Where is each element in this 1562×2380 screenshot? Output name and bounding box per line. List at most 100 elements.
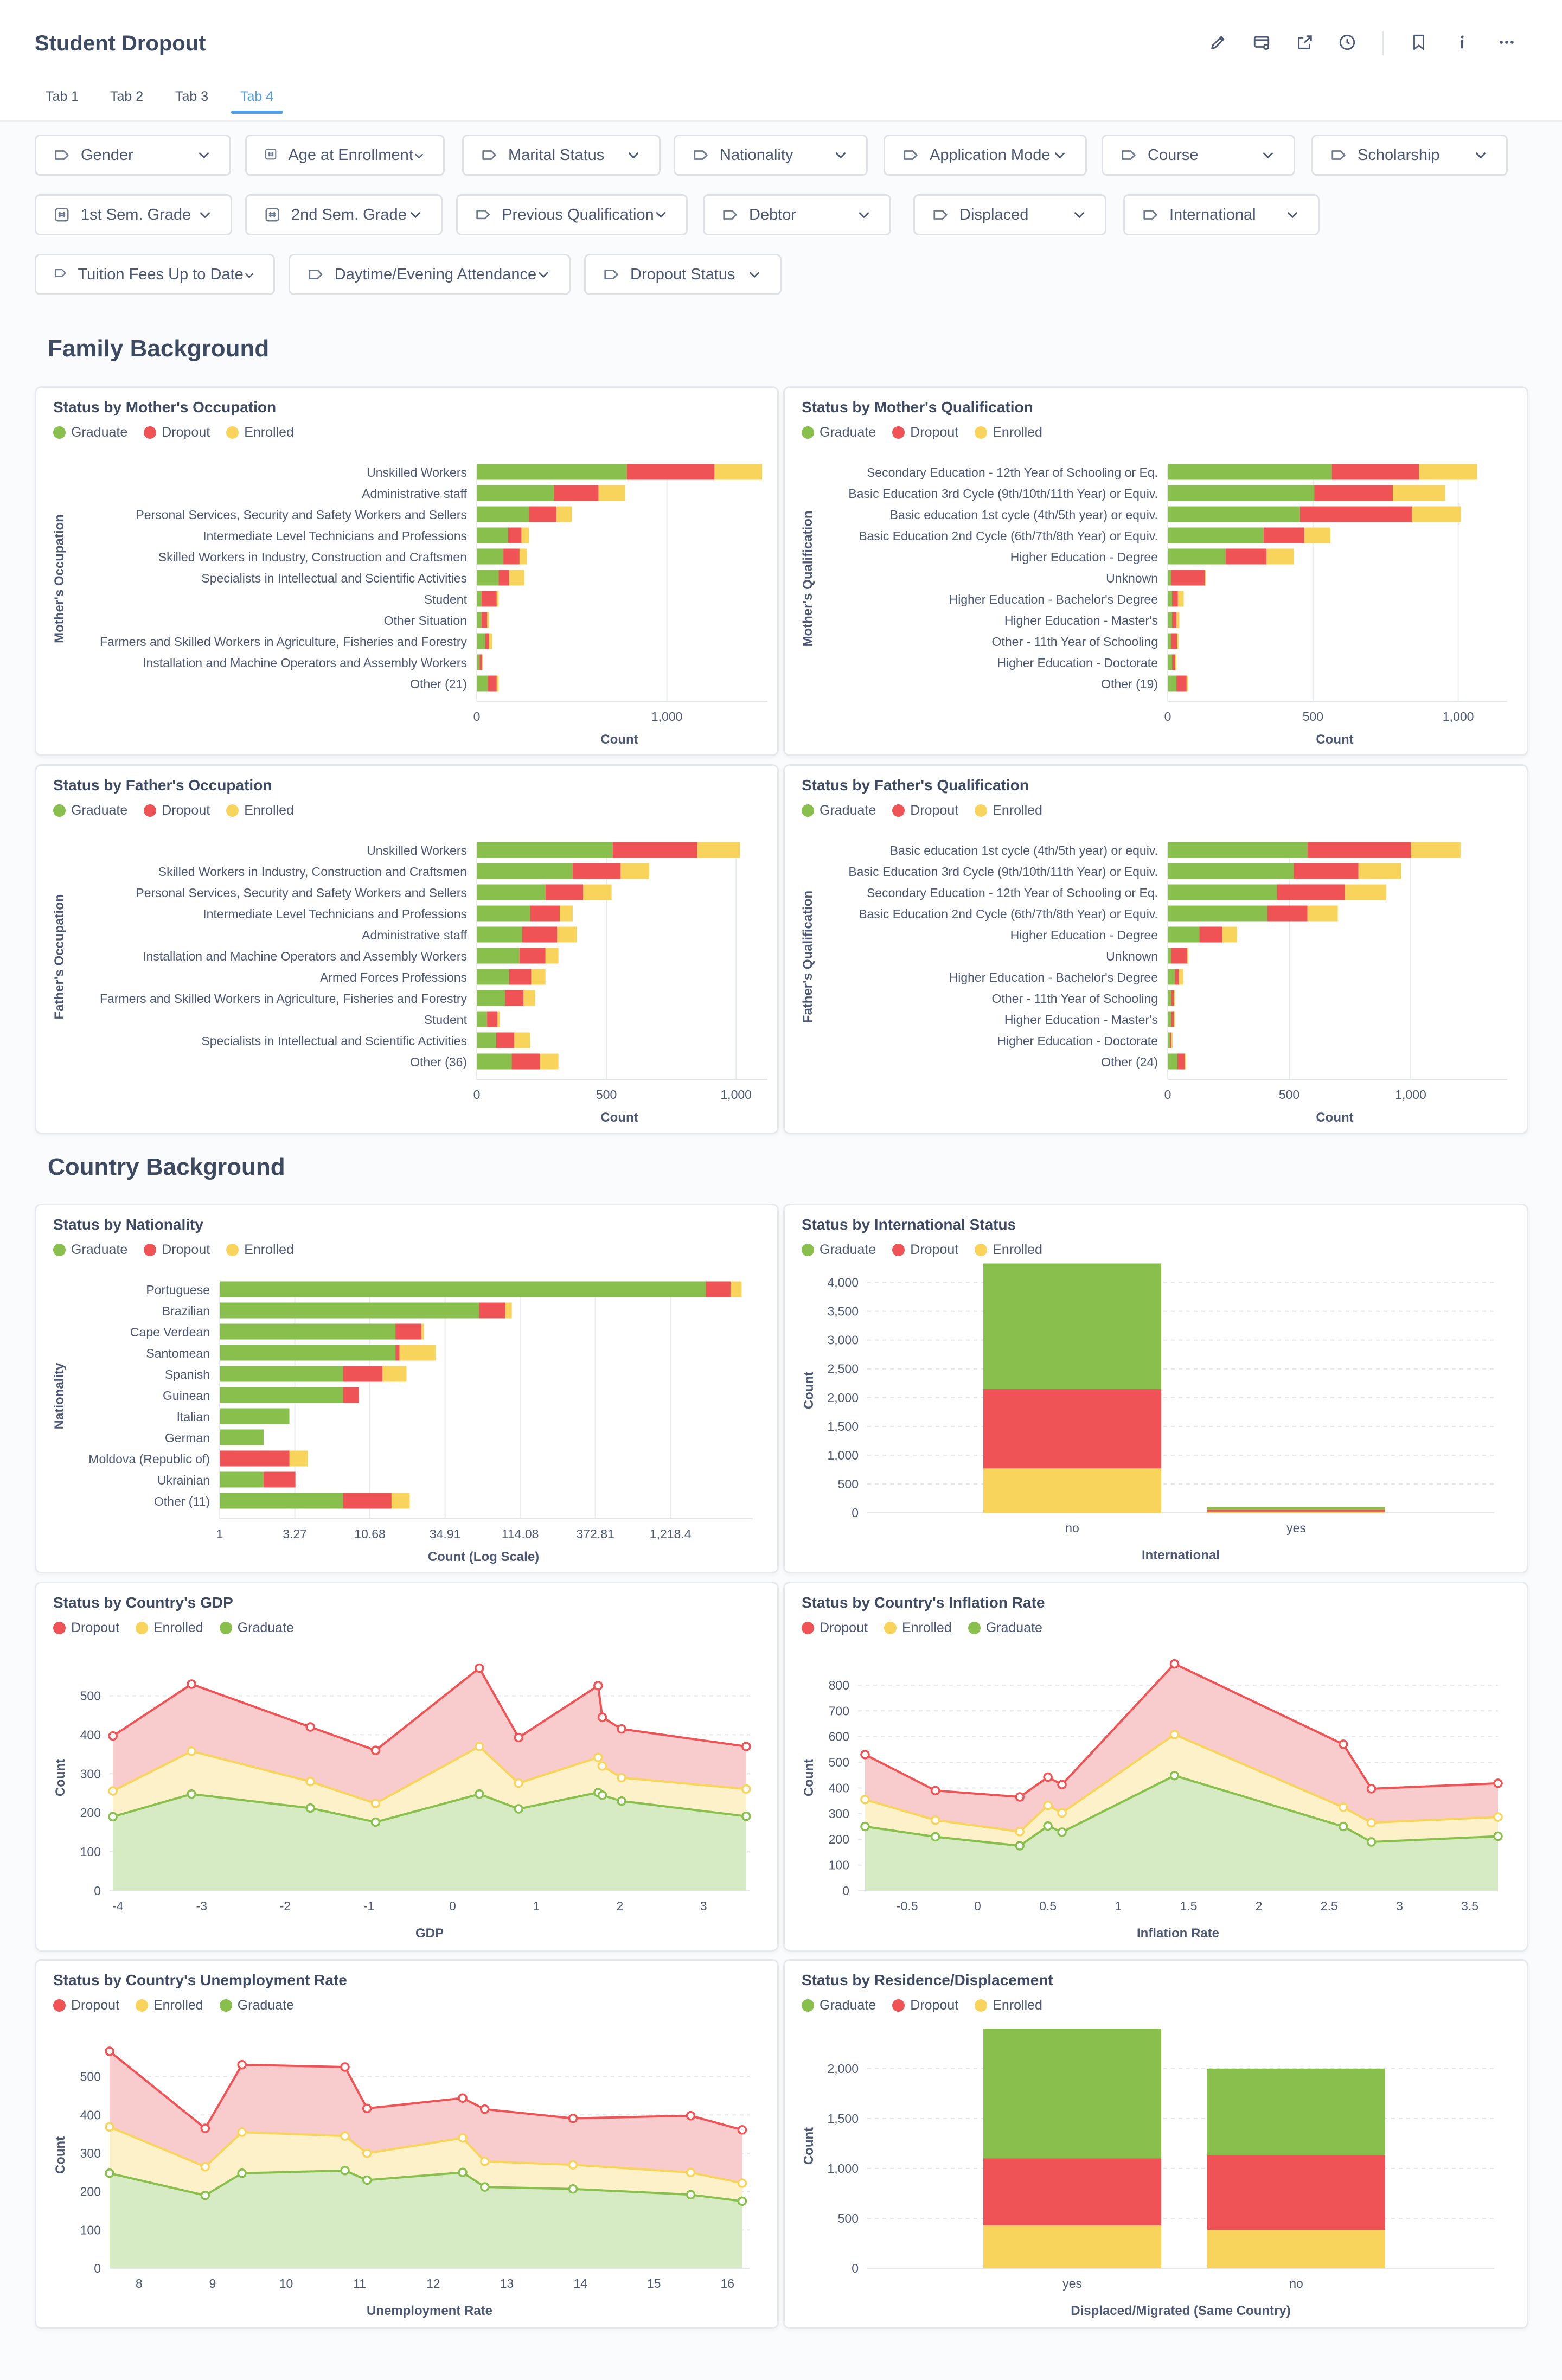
bar-enrolled[interactable] <box>1171 1032 1173 1048</box>
legend-item-enrolled[interactable]: Enrolled <box>975 1998 1042 2013</box>
bar-dropout[interactable] <box>1172 612 1177 628</box>
bar-enrolled[interactable] <box>497 1011 501 1027</box>
bar-enrolled[interactable] <box>1393 485 1445 501</box>
bar-graduate[interactable] <box>220 1387 343 1403</box>
point-graduate[interactable] <box>597 1790 607 1800</box>
bar-enrolled[interactable] <box>1174 990 1175 1006</box>
more-icon[interactable] <box>1491 27 1522 57</box>
point-dropout[interactable] <box>187 1679 196 1689</box>
bar-graduate[interactable] <box>477 905 530 922</box>
point-enrolled[interactable] <box>860 1795 870 1805</box>
bar-graduate[interactable] <box>477 863 573 879</box>
tab-3[interactable]: Tab 3 <box>175 89 209 104</box>
line-enrolled[interactable] <box>109 2126 742 2185</box>
bar-enrolled[interactable] <box>482 654 483 670</box>
point-enrolled[interactable] <box>1366 1818 1377 1828</box>
legend-item-dropout[interactable]: Dropout <box>144 803 210 818</box>
bar-enrolled[interactable] <box>521 527 529 543</box>
bar-enrolled[interactable] <box>531 969 546 985</box>
bar-graduate[interactable] <box>1168 863 1294 879</box>
point-dropout[interactable] <box>686 2110 696 2121</box>
legend-item-enrolled[interactable]: Enrolled <box>226 425 294 440</box>
chart-title[interactable]: Status by Residence/Displacement <box>802 1972 1053 1988</box>
area-enrolled[interactable] <box>110 2127 742 2202</box>
bar-dropout[interactable] <box>508 527 522 543</box>
bar-enrolled[interactable] <box>496 675 499 692</box>
tab-2[interactable]: Tab 2 <box>110 89 144 104</box>
bar-dropout[interactable] <box>503 548 520 565</box>
point-enrolled[interactable] <box>568 2160 578 2170</box>
bar-dropout[interactable] <box>1226 548 1267 565</box>
line-graduate[interactable] <box>109 2169 742 2203</box>
point-enrolled[interactable] <box>514 1778 524 1788</box>
filter-dropout-status[interactable]: Dropout Status <box>584 254 782 295</box>
bar-graduate[interactable] <box>1168 633 1172 649</box>
point-dropout[interactable] <box>479 2104 490 2114</box>
legend-item-enrolled[interactable]: Enrolled <box>975 1242 1042 1258</box>
bar-enrolled[interactable] <box>697 842 740 858</box>
bar-dropout[interactable] <box>983 2158 1161 2225</box>
point-enrolled[interactable] <box>105 2122 114 2132</box>
bar-graduate[interactable] <box>477 570 499 586</box>
point-enrolled[interactable] <box>1057 1808 1067 1818</box>
bar-dropout[interactable] <box>1299 506 1412 522</box>
point-graduate[interactable] <box>617 1796 626 1806</box>
point-dropout[interactable] <box>108 1731 118 1741</box>
chart-title[interactable]: Status by International Status <box>802 1216 1016 1233</box>
bar-graduate[interactable] <box>477 969 509 985</box>
bar-enrolled[interactable] <box>523 990 535 1006</box>
point-dropout[interactable] <box>1043 1772 1053 1782</box>
bar-enrolled[interactable] <box>983 1468 1161 1513</box>
bar-graduate[interactable] <box>220 1429 264 1445</box>
bar-dropout[interactable] <box>481 612 488 628</box>
point-enrolled[interactable] <box>1338 1802 1348 1812</box>
point-enrolled[interactable] <box>1493 1812 1503 1822</box>
bar-dropout[interactable] <box>485 633 489 649</box>
point-graduate[interactable] <box>200 2190 210 2200</box>
point-enrolled[interactable] <box>1015 1827 1025 1837</box>
bar-dropout[interactable] <box>511 1053 541 1070</box>
tab-4[interactable]: Tab 4 <box>240 89 274 104</box>
bar-enrolled[interactable] <box>545 948 559 964</box>
bar-enrolled[interactable] <box>1411 506 1462 522</box>
filter-previous-qualification[interactable]: Previous Qualification <box>456 194 688 235</box>
bar-graduate[interactable] <box>220 1281 707 1297</box>
bar-graduate[interactable] <box>1168 548 1226 565</box>
bar-dropout[interactable] <box>220 1450 290 1467</box>
point-graduate[interactable] <box>475 1789 484 1799</box>
bar-enrolled[interactable] <box>514 1032 530 1048</box>
point-dropout[interactable] <box>930 1786 940 1795</box>
point-enrolled[interactable] <box>340 2131 350 2141</box>
point-dropout[interactable] <box>593 1681 603 1691</box>
bar-graduate[interactable] <box>1168 675 1177 692</box>
point-enrolled[interactable] <box>305 1776 315 1787</box>
point-dropout[interactable] <box>860 1750 870 1760</box>
bar-dropout[interactable] <box>496 1032 515 1048</box>
area-enrolled[interactable] <box>865 1734 1498 1846</box>
point-enrolled[interactable] <box>741 1784 751 1794</box>
point-graduate[interactable] <box>737 2196 747 2206</box>
point-graduate[interactable] <box>340 2166 350 2176</box>
filter-gender[interactable]: Gender <box>35 135 231 176</box>
point-graduate[interactable] <box>1057 1827 1067 1837</box>
bar-dropout[interactable] <box>1171 1011 1174 1027</box>
bar-dropout[interactable] <box>1171 633 1177 649</box>
bar-graduate[interactable] <box>220 1345 396 1361</box>
bar-dropout[interactable] <box>1267 905 1308 922</box>
point-dropout[interactable] <box>305 1722 315 1732</box>
bar-dropout[interactable] <box>487 1011 498 1027</box>
point-enrolled[interactable] <box>187 1746 196 1756</box>
bar-dropout[interactable] <box>1171 570 1205 586</box>
bar-graduate[interactable] <box>1168 990 1172 1006</box>
bar-dropout[interactable] <box>1172 591 1178 607</box>
legend-item-graduate[interactable]: Graduate <box>53 803 127 818</box>
point-dropout[interactable] <box>737 2125 747 2135</box>
chart-title[interactable]: Status by Father's Qualification <box>802 777 1029 794</box>
point-graduate[interactable] <box>741 1811 751 1821</box>
point-graduate[interactable] <box>108 1812 118 1822</box>
legend-item-enrolled[interactable]: Enrolled <box>884 1620 952 1636</box>
point-graduate[interactable] <box>1338 1821 1348 1832</box>
bar-graduate[interactable] <box>1168 842 1308 858</box>
point-enrolled[interactable] <box>617 1773 626 1783</box>
point-dropout[interactable] <box>475 1663 484 1673</box>
